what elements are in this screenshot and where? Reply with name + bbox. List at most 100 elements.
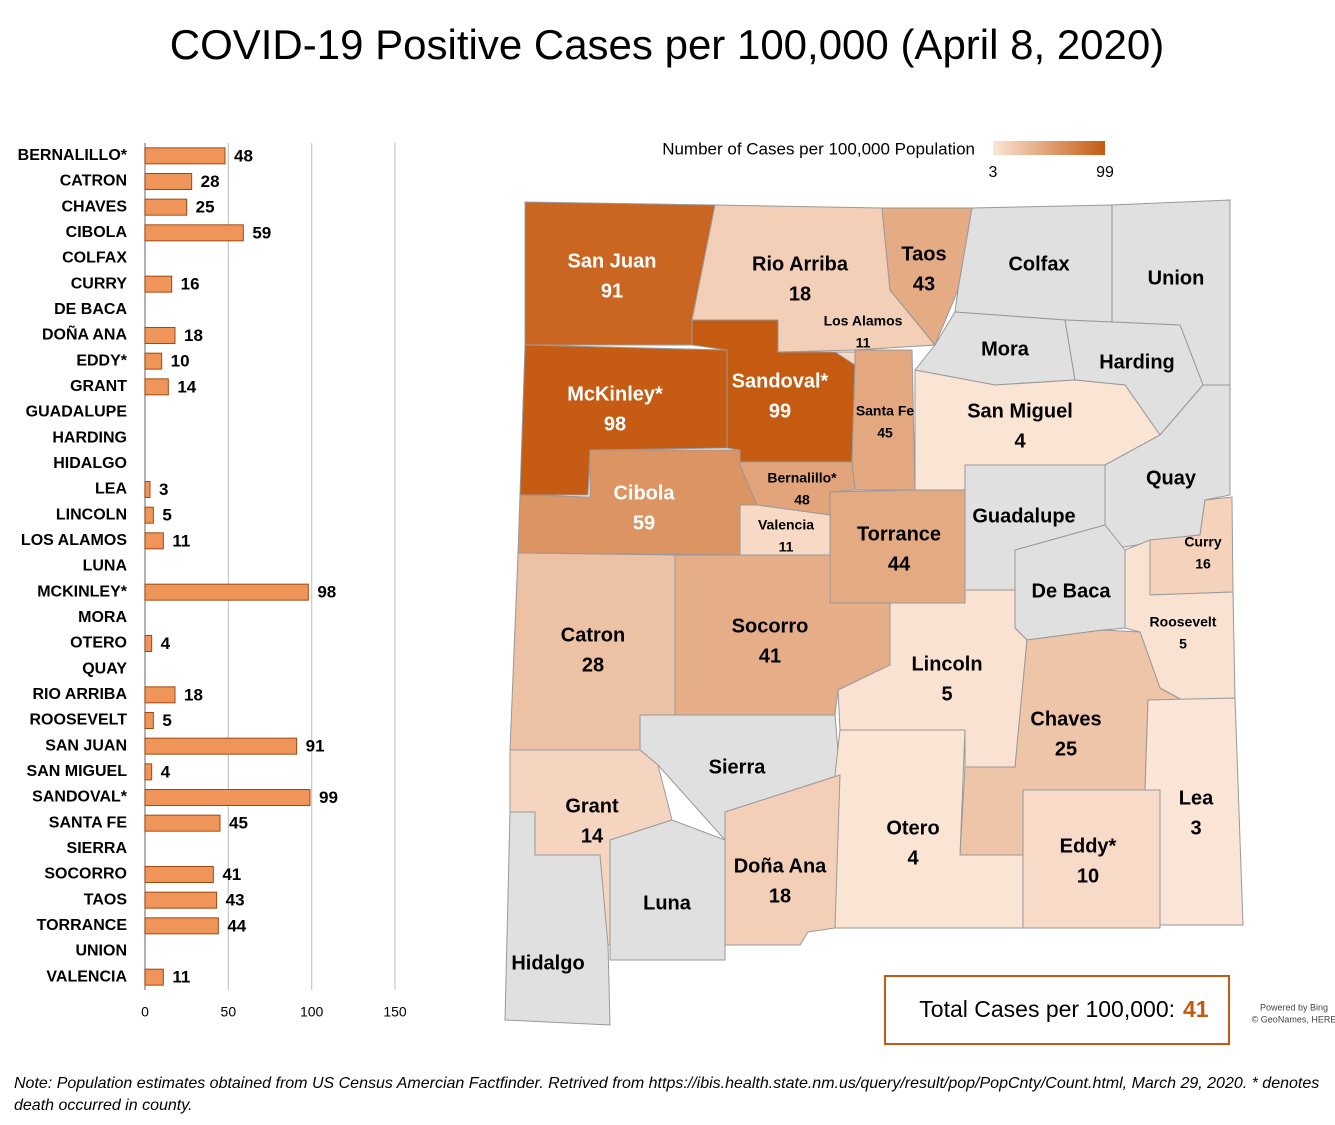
- data-label: 18: [184, 685, 203, 704]
- county-name: San Juan: [568, 250, 657, 272]
- data-label: 4: [161, 634, 171, 653]
- county-name: Catron: [561, 624, 625, 646]
- y-tick-label: DOÑA ANA: [42, 324, 127, 344]
- y-tick-label: VALENCIA: [46, 968, 127, 985]
- colorbar: [993, 141, 1105, 155]
- county: [1022, 789, 1161, 929]
- bar: [144, 327, 176, 344]
- bar: [144, 532, 164, 550]
- data-label: 28: [201, 172, 220, 191]
- county: [881, 207, 973, 346]
- bar: [144, 814, 221, 832]
- y-tick-label: SAN MIGUEL: [27, 763, 128, 780]
- county-name: Doña Ana: [734, 855, 827, 877]
- data-label: 18: [184, 326, 203, 345]
- y-tick-label: EDDY*: [76, 352, 127, 369]
- bar: [144, 789, 311, 806]
- bar: [144, 866, 214, 883]
- county-name: McKinley*: [567, 383, 663, 405]
- bar: [144, 173, 193, 190]
- y-tick-label: SANDOVAL*: [32, 789, 128, 806]
- data-label: 44: [227, 916, 246, 935]
- bar: [144, 891, 218, 909]
- county-value: 14: [581, 825, 604, 847]
- colorbar-tick-label: 3: [989, 164, 998, 181]
- y-tick-label: UNION: [75, 943, 127, 960]
- bar: [144, 378, 169, 396]
- county-value: 98: [604, 413, 626, 435]
- y-tick-label: TORRANCE: [37, 917, 128, 934]
- county-value: 28: [582, 654, 604, 676]
- county-value: 11: [856, 335, 871, 351]
- county-name: Santa Fe: [856, 403, 915, 419]
- y-tick-label: HARDING: [52, 429, 127, 446]
- county-name: De Baca: [1032, 580, 1112, 602]
- y-tick-label: LEA: [95, 481, 127, 498]
- county-value: 59: [633, 512, 655, 534]
- total-label: Total Cases per 100,000:: [919, 996, 1175, 1022]
- y-tick-label: SAN JUAN: [45, 737, 127, 754]
- bar: [144, 737, 298, 755]
- data-label: 16: [181, 275, 200, 294]
- data-label: 48: [234, 146, 253, 165]
- legend-title: Number of Cases per 100,000 Population: [662, 139, 975, 158]
- bar: [144, 275, 173, 293]
- x-tick-label: 150: [383, 1004, 407, 1020]
- y-tick-label: SOCORRO: [44, 866, 127, 883]
- x-tick-label: 100: [300, 1004, 324, 1020]
- data-label: 14: [177, 377, 196, 396]
- chart: COVID-19 Positive Cases per 100,000 (Apr…: [18, 21, 1335, 1045]
- y-tick-label: MCKINLEY*: [37, 583, 128, 600]
- bar: [144, 686, 176, 704]
- county-value: 44: [888, 553, 911, 575]
- bar: [144, 224, 244, 242]
- y-tick-label: RIO ARRIBA: [32, 686, 127, 703]
- y-tick-label: ROOSEVELT: [30, 712, 128, 729]
- y-tick-label: GUADALUPE: [26, 404, 128, 421]
- county-value: 3: [1190, 817, 1201, 839]
- data-label: 43: [226, 891, 245, 910]
- county-value: 91: [601, 280, 623, 302]
- county-value: 25: [1055, 738, 1077, 760]
- county-value: 4: [907, 847, 919, 869]
- county-name: Eddy*: [1060, 835, 1117, 857]
- data-label: 25: [196, 198, 215, 217]
- total-box: [884, 975, 1230, 1045]
- y-tick-label: LOS ALAMOS: [21, 532, 127, 549]
- colorbar-tick-label: 99: [1096, 164, 1114, 181]
- county-name: Mora: [981, 338, 1030, 360]
- county-value: 45: [877, 425, 893, 441]
- y-tick-label: QUAY: [82, 660, 127, 677]
- county-name: Harding: [1099, 351, 1175, 373]
- county: [851, 349, 916, 491]
- y-tick-label: TAOS: [84, 891, 128, 908]
- county-name: Curry: [1184, 534, 1222, 550]
- data-label: 11: [172, 531, 190, 550]
- county-value: 99: [769, 400, 791, 422]
- page-title: COVID-19 Positive Cases per 100,000 (Apr…: [170, 21, 1165, 68]
- county: [524, 201, 716, 346]
- county-value: 18: [789, 283, 811, 305]
- county: [504, 811, 611, 1026]
- county-name: Socorro: [732, 615, 809, 637]
- county-value: 43: [913, 273, 935, 295]
- y-tick-label: CURRY: [71, 275, 128, 292]
- data-label: 3: [159, 480, 168, 499]
- bar: [144, 712, 154, 729]
- county-name: Rio Arriba: [752, 253, 849, 275]
- county: [609, 819, 726, 961]
- y-tick-label: GRANT: [70, 378, 127, 395]
- y-tick-label: CHAVES: [62, 198, 128, 215]
- county-name: Guadalupe: [972, 505, 1075, 527]
- data-label: 4: [161, 762, 171, 781]
- credit: Powered by Bing: [1260, 1002, 1328, 1012]
- y-tick-label: DE BACA: [54, 301, 127, 318]
- y-tick-label: SANTA FE: [49, 814, 128, 831]
- data-label: 98: [317, 583, 336, 602]
- county-name: Sierra: [709, 756, 767, 778]
- y-tick-label: OTERO: [70, 635, 127, 652]
- y-tick-label: CIBOLA: [66, 224, 128, 241]
- bar: [144, 583, 309, 601]
